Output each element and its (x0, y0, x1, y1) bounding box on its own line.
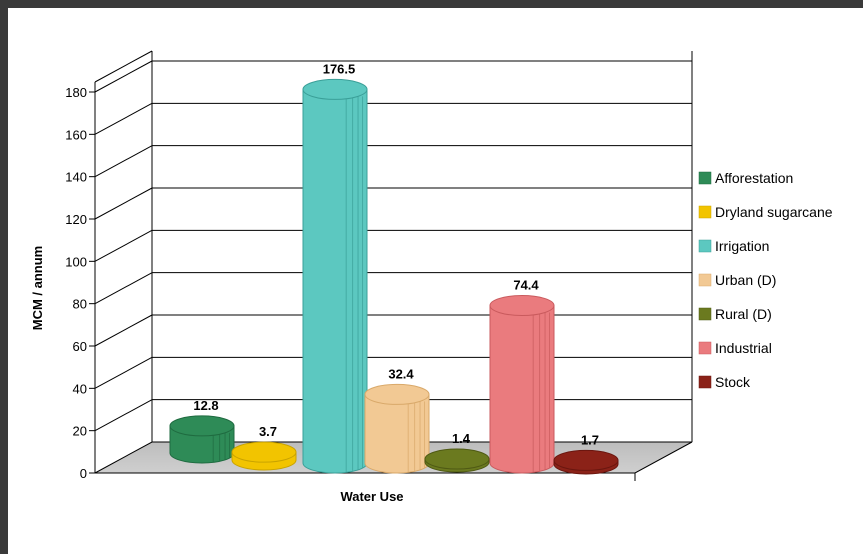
data-label-afforestation: 12.8 (193, 398, 218, 413)
legend-item-rural-d: Rural (D) (698, 306, 772, 322)
legend-label-afforestation: Afforestation (715, 170, 793, 186)
y-tick-label-20: 20 (73, 424, 87, 439)
bar-afforestation (169, 415, 235, 464)
y-tick-label-80: 80 (73, 297, 87, 312)
y-tick-label-140: 140 (65, 170, 87, 185)
data-label-industrial: 74.4 (513, 278, 539, 293)
gridline-side-20 (94, 399, 153, 432)
legend-label-rural-d: Rural (D) (715, 306, 772, 322)
legend-label-urban-d: Urban (D) (715, 272, 776, 288)
bar-body-irrigation (302, 88, 368, 474)
bar-irrigation (302, 78, 368, 474)
legend-swatch-stock (698, 375, 712, 389)
legend-item-industrial: Industrial (698, 340, 772, 356)
bar-top-industrial (489, 295, 555, 317)
bar-top-stock (553, 449, 619, 471)
gridline-side-160 (94, 102, 153, 135)
y-tick-label-120: 120 (65, 212, 87, 227)
bar-top-urban-d (364, 383, 430, 405)
legend-label-industrial: Industrial (715, 340, 772, 356)
y-tick-label-60: 60 (73, 339, 87, 354)
bar-body-urban-d (364, 393, 430, 474)
chart-frame: 0 20 40 60 80 100 120 140 160 180 12.8 3.7 176.5 32.… (8, 8, 863, 554)
legend-swatch-rural-d (698, 307, 712, 321)
bar-rural-d (424, 448, 490, 473)
gridline-side-140 (94, 145, 153, 178)
x-axis-title: Water Use (340, 489, 403, 504)
y-tick-label-160: 160 (65, 127, 87, 142)
legend-swatch-irrigation (698, 239, 712, 253)
legend-item-irrigation: Irrigation (698, 238, 769, 254)
legend-label-stock: Stock (715, 374, 751, 390)
legend-swatch-dryland-sugarcane (698, 205, 712, 219)
gridline-side-80 (94, 272, 153, 305)
bar-urban-d (364, 383, 430, 474)
legend-item-stock: Stock (698, 374, 751, 390)
bar-top-dryland-sugarcane (231, 441, 297, 463)
legend-swatch-urban-d (698, 273, 712, 287)
bar-top-afforestation (169, 415, 235, 437)
data-label-dryland-sugarcane: 3.7 (259, 424, 277, 439)
bar-stock (553, 449, 619, 475)
legend-label-dryland-sugarcane: Dryland sugarcane (715, 204, 833, 220)
legend-item-dryland-sugarcane: Dryland sugarcane (698, 204, 833, 220)
y-tick-label-180: 180 (65, 85, 87, 100)
data-label-urban-d: 32.4 (388, 366, 414, 381)
bar-chart: 0 20 40 60 80 100 120 140 160 180 12.8 3.7 176.5 32.… (30, 50, 833, 504)
bar-top-rural-d (424, 448, 490, 470)
bar-body-industrial (489, 305, 555, 474)
gridline-side-40 (94, 356, 153, 389)
gridline-side-100 (94, 229, 153, 262)
legend-swatch-afforestation (698, 171, 712, 185)
y-tick-label-100: 100 (65, 254, 87, 269)
legend-item-urban-d: Urban (D) (698, 272, 776, 288)
y-tick-label-40: 40 (73, 381, 87, 396)
data-label-rural-d: 1.4 (452, 431, 471, 446)
data-label-irrigation: 176.5 (323, 61, 356, 76)
bar-industrial (489, 295, 555, 474)
side-wall-top-edge (94, 50, 153, 83)
y-tick-label-0: 0 (80, 466, 87, 481)
legend-swatch-industrial (698, 341, 712, 355)
gridline-side-180 (94, 60, 153, 93)
data-label-stock: 1.7 (581, 432, 599, 447)
gridline-side-120 (94, 187, 153, 220)
y-axis-title: MCM / annum (30, 246, 45, 331)
bar-dryland-sugarcane (231, 441, 297, 471)
bar-top-irrigation (302, 78, 368, 100)
gridline-side-60 (94, 314, 153, 347)
legend-item-afforestation: Afforestation (698, 170, 793, 186)
legend-label-irrigation: Irrigation (715, 238, 769, 254)
